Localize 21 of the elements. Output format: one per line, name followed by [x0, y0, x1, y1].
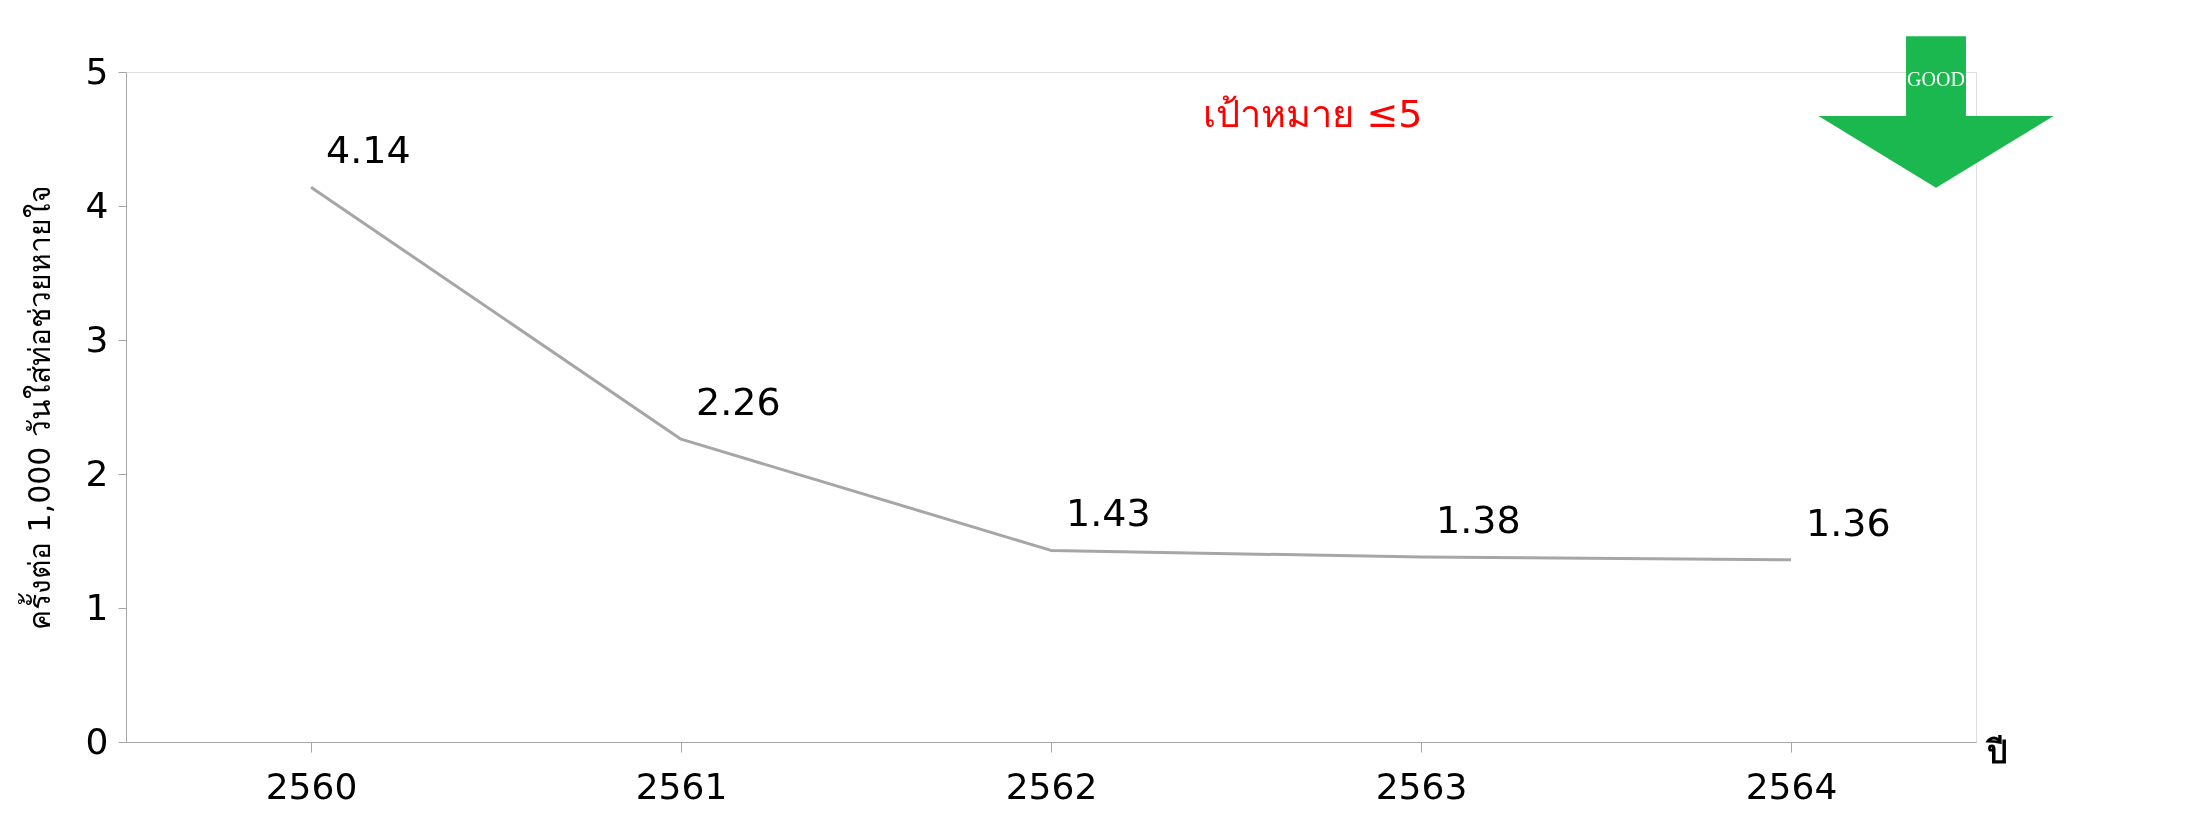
line-series — [309, 185, 1793, 562]
x-tick-label: 2561 — [635, 765, 728, 807]
data-label: 2.26 — [696, 380, 781, 425]
x-tick-label: 2562 — [1005, 765, 1098, 807]
x-axis-title: ปี — [1984, 732, 2007, 771]
data-label: 4.14 — [326, 128, 411, 173]
x-tick-label: 2563 — [1375, 765, 1468, 807]
y-axis-title: ครั้งต่อ 1,000 วันใส่ท่อช่วยหายใจ — [17, 185, 57, 630]
annotation: เป้าหมาย ≤5 — [1203, 92, 1423, 136]
x-tick-label: 2560 — [265, 765, 358, 807]
y-tick-label: 4 — [85, 184, 109, 226]
y-tick-label: 2 — [85, 452, 109, 494]
data-label: 1.38 — [1436, 498, 1521, 543]
data-label: 1.36 — [1806, 500, 1891, 545]
y-tick-label: 1 — [85, 586, 109, 628]
data-label: 1.43 — [1066, 491, 1151, 536]
x-tick-label: 2564 — [1745, 765, 1838, 807]
annotation: GOOD — [1907, 68, 1965, 90]
y-tick-label: 0 — [85, 720, 109, 762]
y-tick-label: 5 — [85, 50, 109, 92]
y-tick-label: 3 — [85, 318, 109, 360]
